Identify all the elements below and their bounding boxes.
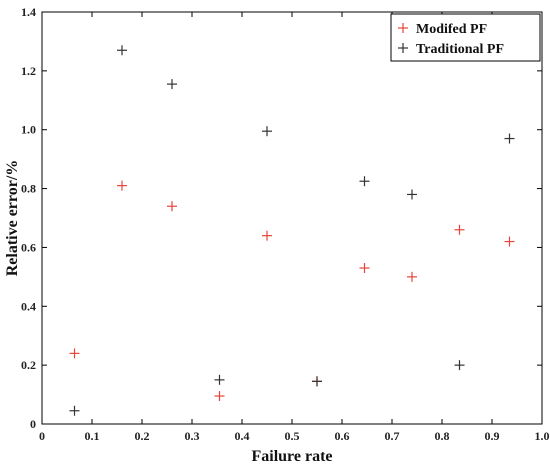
data-point (504, 133, 515, 144)
data-point (167, 201, 177, 212)
data-point (359, 176, 370, 187)
data-point (504, 236, 515, 247)
legend-label: Modifed PF (416, 22, 487, 37)
y-tick-label: 0.8 (21, 182, 36, 196)
y-tick-label: 1.2 (21, 64, 36, 78)
x-tick-label: 0.4 (235, 429, 250, 443)
y-tick-label: 0.6 (21, 240, 36, 254)
points-layer (69, 45, 515, 416)
legend-box (390, 13, 541, 62)
data-point (214, 374, 225, 385)
data-point (454, 360, 465, 371)
ticks-layer (41, 11, 543, 425)
x-tick-label: 1.0 (535, 429, 550, 443)
data-point (312, 376, 322, 387)
data-point (117, 180, 127, 191)
x-tick-label: 0.7 (385, 429, 400, 443)
data-point (69, 405, 80, 416)
x-axis-title: Failure rate (251, 448, 332, 465)
x-tick-label: 0.9 (485, 429, 500, 443)
data-point (262, 230, 272, 241)
y-tick-label: 0.4 (21, 299, 36, 313)
data-point (407, 271, 417, 282)
x-tick-label: 0.2 (135, 429, 150, 443)
x-tick-label: 0 (39, 429, 45, 443)
y-tick-label: 1.0 (21, 123, 36, 137)
y-axis-title: Relative error/% (4, 160, 21, 277)
legend-label: Traditional PF (416, 42, 504, 57)
legend-entry: Modifed PF (398, 22, 487, 37)
x-tick-label: 0.3 (185, 429, 200, 443)
data-point (214, 391, 225, 402)
data-point (407, 189, 417, 200)
x-tick-label: 0.6 (335, 429, 350, 443)
data-point (69, 348, 80, 359)
data-point (454, 224, 465, 235)
x-tick-label: 0.1 (85, 429, 100, 443)
labels-layer: 0 0.1 0.2 0.3 0.4 0.5 0.6 0.7 0.8 0.9 1.0 0 0.2 0.4 0.… (21, 5, 550, 443)
data-point (117, 45, 127, 56)
x-tick-label: 0.8 (435, 429, 450, 443)
y-tick-label: 0.2 (21, 358, 36, 372)
y-tick-label: 0 (30, 417, 36, 431)
data-point (167, 79, 177, 90)
data-point (359, 263, 370, 274)
x-tick-label: 0.5 (285, 429, 300, 443)
data-point (262, 126, 272, 137)
y-tick-label: 1.4 (21, 5, 36, 19)
plot-frame (41, 11, 543, 425)
legend-entry: Traditional PF (398, 42, 504, 57)
legend: Modifed PF Traditional PF (390, 13, 541, 62)
